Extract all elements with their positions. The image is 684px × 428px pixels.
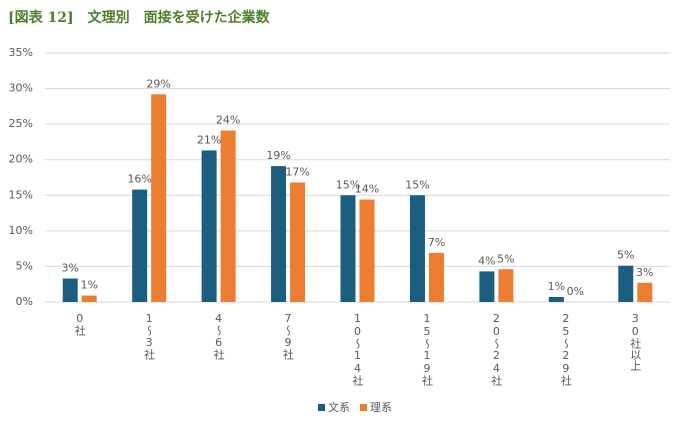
legend-label: 理系 <box>370 401 392 414</box>
legend-swatch <box>318 404 325 411</box>
value-label: 3% <box>61 262 78 275</box>
value-label: 5% <box>497 252 514 265</box>
bar <box>498 269 514 302</box>
legend-swatch <box>360 404 367 411</box>
value-label: 15% <box>405 178 429 191</box>
x-tick-label: 7～9社 <box>282 312 295 361</box>
y-tick-label: 15% <box>9 188 33 201</box>
bar <box>132 189 148 302</box>
value-label: 7% <box>428 236 445 249</box>
x-tick-label: 4～6社 <box>212 312 225 361</box>
y-tick-label: 5% <box>16 259 33 272</box>
bar <box>62 278 78 302</box>
value-label: 29% <box>146 77 170 90</box>
x-tick-label: 10～14社 <box>351 312 364 387</box>
y-tick-label: 30% <box>9 82 33 95</box>
value-label: 19% <box>266 149 290 162</box>
y-tick-label: 20% <box>9 153 33 166</box>
bar <box>548 297 564 302</box>
value-label: 24% <box>216 114 240 127</box>
bar <box>409 195 425 302</box>
bar <box>201 150 217 302</box>
bar <box>618 265 634 302</box>
y-tick-label: 25% <box>9 117 33 130</box>
value-label: 1% <box>80 279 97 292</box>
y-tick-label: 35% <box>9 46 33 59</box>
value-label: 4% <box>478 254 495 267</box>
bar <box>220 130 236 302</box>
value-label: 0% <box>567 285 584 298</box>
x-tick-label: 15～19社 <box>420 312 433 387</box>
bar <box>271 166 287 302</box>
bar <box>290 182 306 302</box>
value-label: 14% <box>355 183 379 196</box>
bar <box>359 199 375 302</box>
value-label: 17% <box>285 165 309 178</box>
y-tick-label: 0% <box>16 295 33 308</box>
value-label: 1% <box>548 280 565 293</box>
chart-title: [図表 12] 文理別 面接を受けた企業数 <box>8 9 271 26</box>
value-label: 5% <box>617 249 634 262</box>
x-tick-label: 30社以上 <box>629 312 642 371</box>
bar <box>637 282 653 302</box>
value-label: 15% <box>336 178 360 191</box>
bar <box>340 195 356 302</box>
bar <box>479 271 495 302</box>
x-tick-label: 1～3社 <box>143 312 156 361</box>
x-tick-label: 0社 <box>73 312 86 337</box>
bar <box>81 295 97 302</box>
value-label: 3% <box>636 266 653 279</box>
x-tick-label: 20～24社 <box>490 312 503 387</box>
legend-label: 文系 <box>328 400 350 414</box>
value-label: 16% <box>127 173 151 186</box>
bar <box>151 94 167 303</box>
x-tick-label: 25～29社 <box>559 312 572 387</box>
value-label: 21% <box>197 133 221 146</box>
bar <box>428 252 444 302</box>
y-tick-label: 10% <box>9 224 33 237</box>
